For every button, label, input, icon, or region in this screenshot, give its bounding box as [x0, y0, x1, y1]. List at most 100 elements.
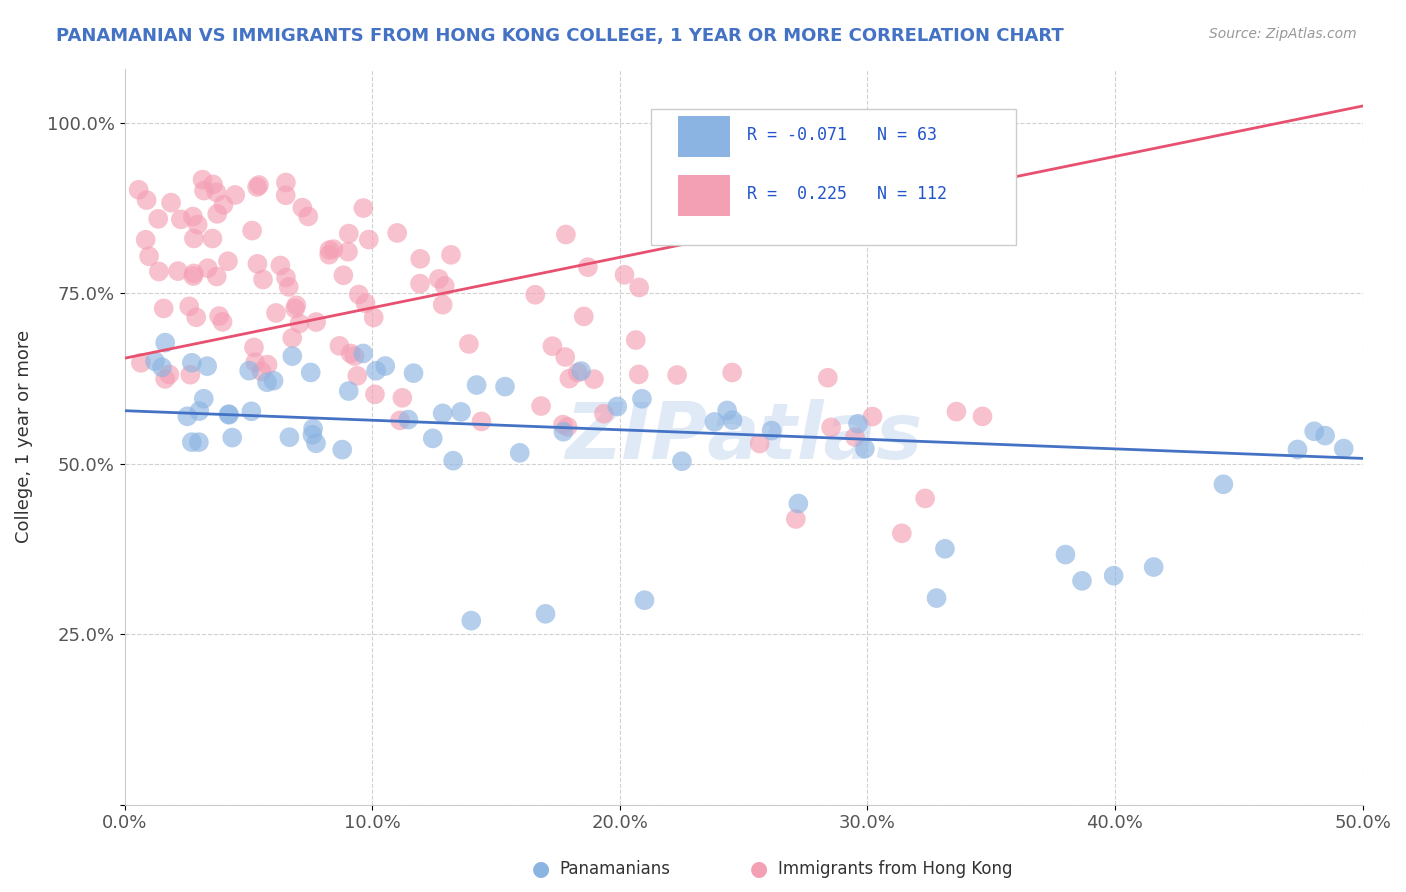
Point: [354, 296, 377, 310]
Point: [218, 407, 240, 421]
Point: [396, 412, 419, 426]
Point: [572, 310, 595, 324]
Point: [1286, 442, 1309, 457]
Point: [557, 420, 579, 434]
Point: [934, 541, 956, 556]
Point: [160, 195, 183, 210]
Point: [582, 372, 605, 386]
Point: [193, 184, 215, 198]
Point: [205, 269, 228, 284]
Point: [374, 359, 396, 373]
Point: [703, 415, 725, 429]
Point: [281, 349, 304, 363]
Point: [433, 279, 456, 293]
Point: [188, 404, 211, 418]
Point: [337, 244, 360, 259]
Point: [567, 366, 589, 380]
Point: [391, 391, 413, 405]
Point: [180, 435, 202, 450]
Point: [624, 333, 647, 347]
Point: [748, 436, 770, 450]
Text: ●: ●: [751, 859, 768, 879]
Point: [202, 178, 225, 192]
Point: [246, 180, 269, 194]
Point: [186, 310, 208, 325]
Point: [191, 172, 214, 186]
Text: ●: ●: [533, 859, 550, 879]
Point: [318, 248, 340, 262]
Point: [224, 188, 246, 202]
Point: [247, 178, 270, 192]
Point: [721, 366, 744, 380]
Point: [346, 368, 368, 383]
Point: [212, 198, 235, 212]
Y-axis label: College, 1 year or more: College, 1 year or more: [15, 330, 32, 543]
Point: [339, 346, 361, 360]
Point: [606, 400, 628, 414]
Point: [291, 201, 314, 215]
Point: [627, 368, 650, 382]
Point: [285, 298, 308, 312]
Point: [176, 409, 198, 424]
Point: [1102, 568, 1125, 582]
Point: [256, 358, 278, 372]
Point: [440, 248, 463, 262]
Point: [148, 211, 170, 226]
Point: [554, 227, 576, 242]
Point: [1303, 425, 1326, 439]
Point: [193, 392, 215, 406]
Point: [1054, 548, 1077, 562]
Point: [299, 366, 322, 380]
Point: [302, 421, 325, 435]
Point: [183, 231, 205, 245]
Point: [301, 428, 323, 442]
Point: [152, 301, 174, 316]
Point: [150, 360, 173, 375]
Point: [305, 315, 328, 329]
Point: [143, 354, 166, 368]
Point: [153, 335, 176, 350]
Text: PANAMANIAN VS IMMIGRANTS FROM HONG KONG COLLEGE, 1 YEAR OR MORE CORRELATION CHAR: PANAMANIAN VS IMMIGRANTS FROM HONG KONG …: [56, 27, 1064, 45]
Point: [256, 376, 278, 390]
Point: [205, 186, 228, 200]
Point: [138, 249, 160, 263]
Point: [534, 607, 557, 621]
Point: [1212, 477, 1234, 491]
Point: [554, 350, 576, 364]
Point: [269, 259, 291, 273]
Point: [179, 299, 201, 313]
Point: [853, 442, 876, 456]
Point: [195, 359, 218, 373]
Point: [297, 210, 319, 224]
Point: [153, 372, 176, 386]
Point: [914, 491, 936, 506]
Point: [264, 306, 287, 320]
Point: [278, 430, 301, 444]
Point: [820, 420, 842, 434]
Point: [450, 405, 472, 419]
Text: R = -0.071   N = 63: R = -0.071 N = 63: [748, 126, 938, 144]
Point: [170, 212, 193, 227]
Point: [208, 309, 231, 323]
Point: [432, 298, 454, 312]
Point: [409, 277, 432, 291]
Point: [167, 264, 190, 278]
Point: [277, 280, 299, 294]
Point: [322, 242, 344, 256]
Point: [441, 453, 464, 467]
Point: [332, 268, 354, 283]
Point: [613, 268, 636, 282]
Point: [716, 403, 738, 417]
Point: [817, 370, 839, 384]
Point: [129, 356, 152, 370]
Point: [245, 355, 267, 369]
Text: ZIP​atlas: ZIP​atlas: [565, 399, 922, 475]
Point: [389, 413, 412, 427]
Point: [1333, 442, 1355, 456]
Text: Source: ZipAtlas.com: Source: ZipAtlas.com: [1209, 27, 1357, 41]
Point: [243, 340, 266, 354]
Point: [305, 436, 328, 450]
Point: [181, 210, 204, 224]
Point: [179, 368, 201, 382]
Point: [148, 264, 170, 278]
